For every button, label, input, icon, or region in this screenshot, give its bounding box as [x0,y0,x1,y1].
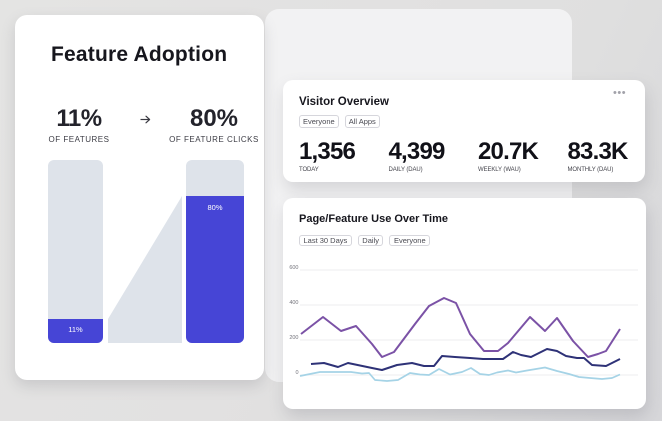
svg-text:400: 400 [289,300,298,306]
svg-text:600: 600 [289,265,298,271]
svg-text:0: 0 [295,370,298,376]
svg-text:200: 200 [289,335,298,341]
